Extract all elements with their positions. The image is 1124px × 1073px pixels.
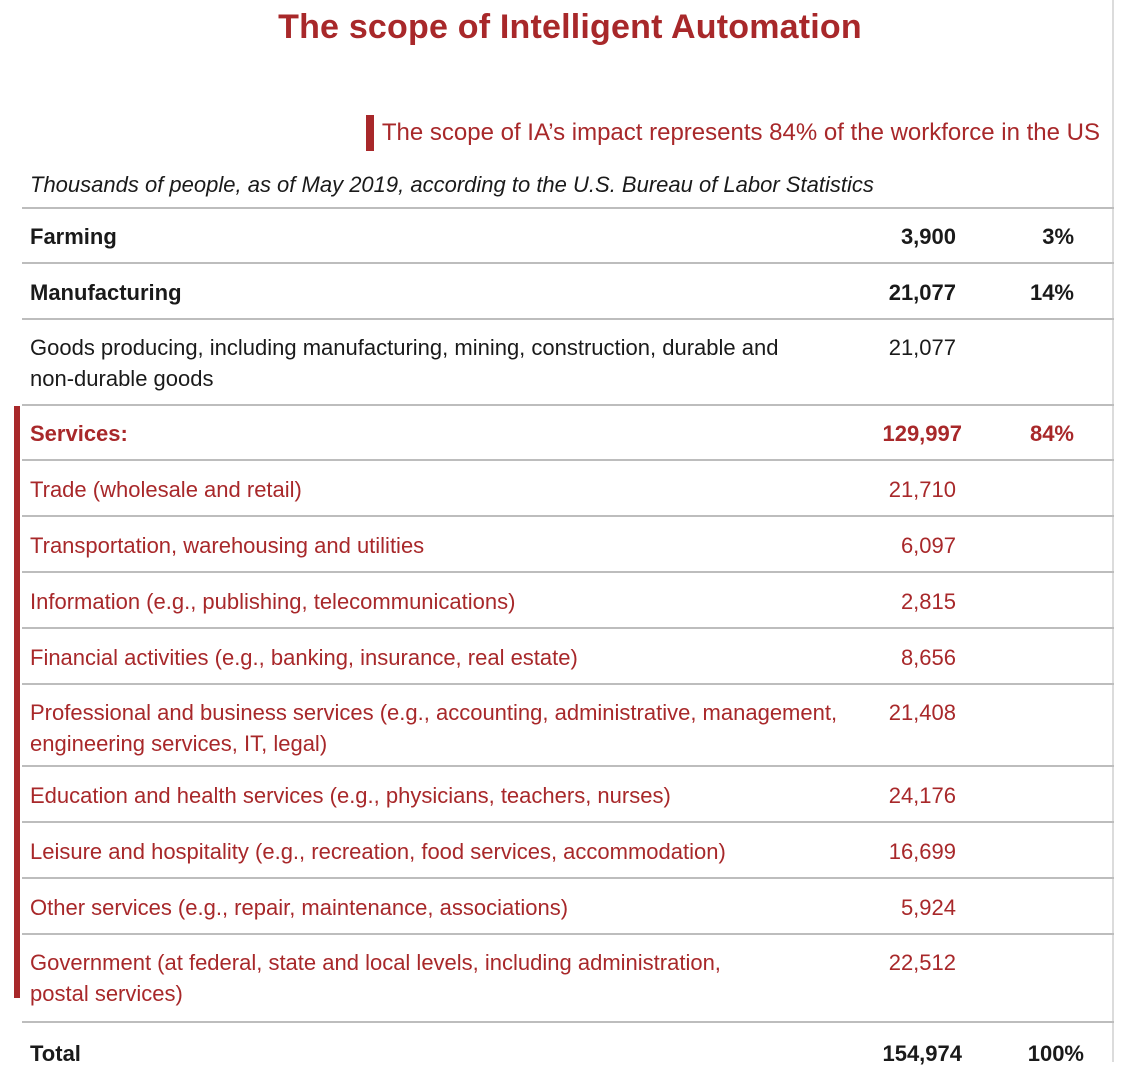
table-note: Thousands of people, as of May 2019, acc… [30, 172, 874, 197]
row-value: 129,997 [882, 421, 962, 446]
row-label: Education and health services (e.g., phy… [30, 783, 671, 808]
table-row-trade: Trade (wholesale and retail) 21,710 [22, 461, 1114, 515]
table-row-goods-producing: Goods producing, including manufacturing… [22, 320, 1114, 404]
row-percent: 3% [1042, 224, 1074, 249]
row-label: Services: [30, 421, 128, 446]
table-row-information: Information (e.g., publishing, telecommu… [22, 573, 1114, 627]
table-rule [22, 571, 1114, 573]
row-value: 24,176 [888, 783, 956, 808]
workforce-table: Farming 3,900 3% Manufacturing 21,077 14… [22, 207, 1114, 1073]
row-value: 22,512 [888, 950, 956, 975]
row-percent: 100% [1027, 1041, 1084, 1066]
page-title: The scope of Intelligent Automation [278, 8, 862, 46]
callout-accent-bar [365, 115, 374, 151]
row-label: Leisure and hospitality (e.g., recreatio… [30, 839, 726, 864]
row-value: 154,974 [882, 1041, 962, 1066]
table-row-education: Education and health services (e.g., phy… [22, 767, 1114, 821]
table-row-other-services: Other services (e.g., repair, maintenanc… [22, 879, 1114, 933]
row-label: Total [30, 1041, 81, 1066]
row-label: Government (at federal, state and local … [30, 950, 721, 1006]
row-label: Transportation, warehousing and utilitie… [30, 533, 425, 558]
row-value: 21,077 [888, 335, 956, 360]
table-row-services: Services: 129,997 84% [22, 406, 1114, 459]
table-row-manufacturing: Manufacturing 21,077 14% [22, 264, 1114, 318]
table-rule [22, 404, 1114, 406]
row-label: Financial activities (e.g., banking, ins… [30, 645, 578, 670]
table-row-total: Total 154,974 100% [22, 1023, 1114, 1073]
services-group-bar [14, 406, 20, 998]
row-value: 16,699 [888, 839, 956, 864]
table-row-farming: Farming 3,900 3% [22, 209, 1114, 262]
table-rule [22, 207, 1114, 209]
table-rule [22, 933, 1114, 935]
row-label: Professional and business services (e.g.… [30, 700, 838, 756]
table-rule [22, 765, 1114, 767]
table-row-professional: Professional and business services (e.g.… [22, 685, 1114, 765]
row-percent: 14% [1029, 280, 1074, 305]
row-label: Other services (e.g., repair, maintenanc… [30, 895, 569, 920]
page-edge-rule [1112, 0, 1114, 1062]
callout: The scope of IA’s impact represents 84% … [365, 113, 1100, 153]
table-rule [22, 515, 1114, 517]
row-value: 6,097 [900, 533, 956, 558]
row-value: 21,710 [888, 477, 956, 502]
row-label: Information (e.g., publishing, telecommu… [30, 589, 516, 614]
table-row-financial: Financial activities (e.g., banking, ins… [22, 629, 1114, 683]
row-percent: 84% [1029, 421, 1074, 446]
table-rule [22, 262, 1114, 264]
row-value: 21,408 [888, 700, 956, 725]
table-row-transportation: Transportation, warehousing and utilitie… [22, 517, 1114, 571]
row-label: Farming [30, 224, 117, 249]
row-label: Goods producing, including manufacturing… [30, 335, 779, 391]
table-rule [22, 1021, 1114, 1023]
row-label: Manufacturing [30, 280, 182, 305]
row-value: 8,656 [900, 645, 956, 670]
table-rule [22, 627, 1114, 629]
row-label: Trade (wholesale and retail) [30, 477, 302, 502]
table-row-leisure: Leisure and hospitality (e.g., recreatio… [22, 823, 1114, 877]
row-value: 3,900 [900, 224, 956, 249]
table-rule [22, 821, 1114, 823]
row-value: 21,077 [888, 280, 956, 305]
table-rule [22, 318, 1114, 320]
row-value: 2,815 [900, 589, 956, 614]
table-row-government: Government (at federal, state and local … [22, 935, 1114, 1021]
table-rule [22, 459, 1114, 461]
callout-text: The scope of IA’s impact represents 84% … [381, 119, 1100, 146]
table-rule [22, 683, 1114, 685]
table-rule [22, 877, 1114, 879]
row-value: 5,924 [900, 895, 956, 920]
